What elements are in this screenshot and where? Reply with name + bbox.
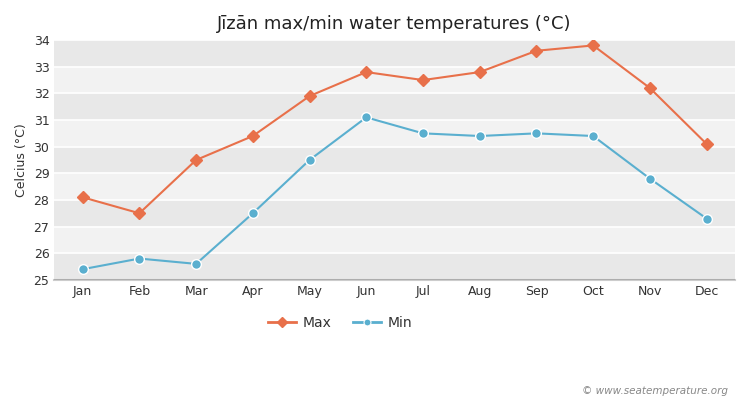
Max [248, 134, 257, 138]
Min [646, 176, 655, 181]
Y-axis label: Celcius (°C): Celcius (°C) [15, 123, 28, 197]
Max [135, 211, 144, 216]
Min [248, 211, 257, 216]
Max [419, 78, 428, 82]
Max [702, 142, 711, 146]
Min [135, 256, 144, 261]
Bar [54, 226, 735, 253]
Max [362, 70, 370, 74]
Bar [54, 147, 735, 173]
Max [476, 70, 484, 74]
Bar [54, 120, 735, 147]
Bar [54, 200, 735, 226]
Line: Max: Max [79, 41, 711, 218]
Line: Min: Min [78, 112, 712, 274]
Min [589, 134, 598, 138]
Min [362, 115, 370, 120]
Max [646, 86, 655, 90]
Max [305, 94, 314, 98]
Min [702, 216, 711, 221]
Min [476, 134, 484, 138]
Bar [54, 93, 735, 120]
Legend: Max, Min: Max, Min [262, 310, 418, 335]
Bar [54, 40, 735, 67]
Max [78, 195, 87, 200]
Max [191, 158, 200, 162]
Bar [54, 253, 735, 280]
Min [419, 131, 428, 136]
Title: Jīzān max/min water temperatures (°C): Jīzān max/min water temperatures (°C) [217, 15, 572, 33]
Max [532, 48, 541, 53]
Bar [54, 67, 735, 93]
Min [305, 158, 314, 162]
Max [589, 43, 598, 48]
Text: © www.seatemperature.org: © www.seatemperature.org [581, 386, 728, 396]
Bar [54, 173, 735, 200]
Min [532, 131, 541, 136]
Min [191, 262, 200, 266]
Min [78, 267, 87, 272]
